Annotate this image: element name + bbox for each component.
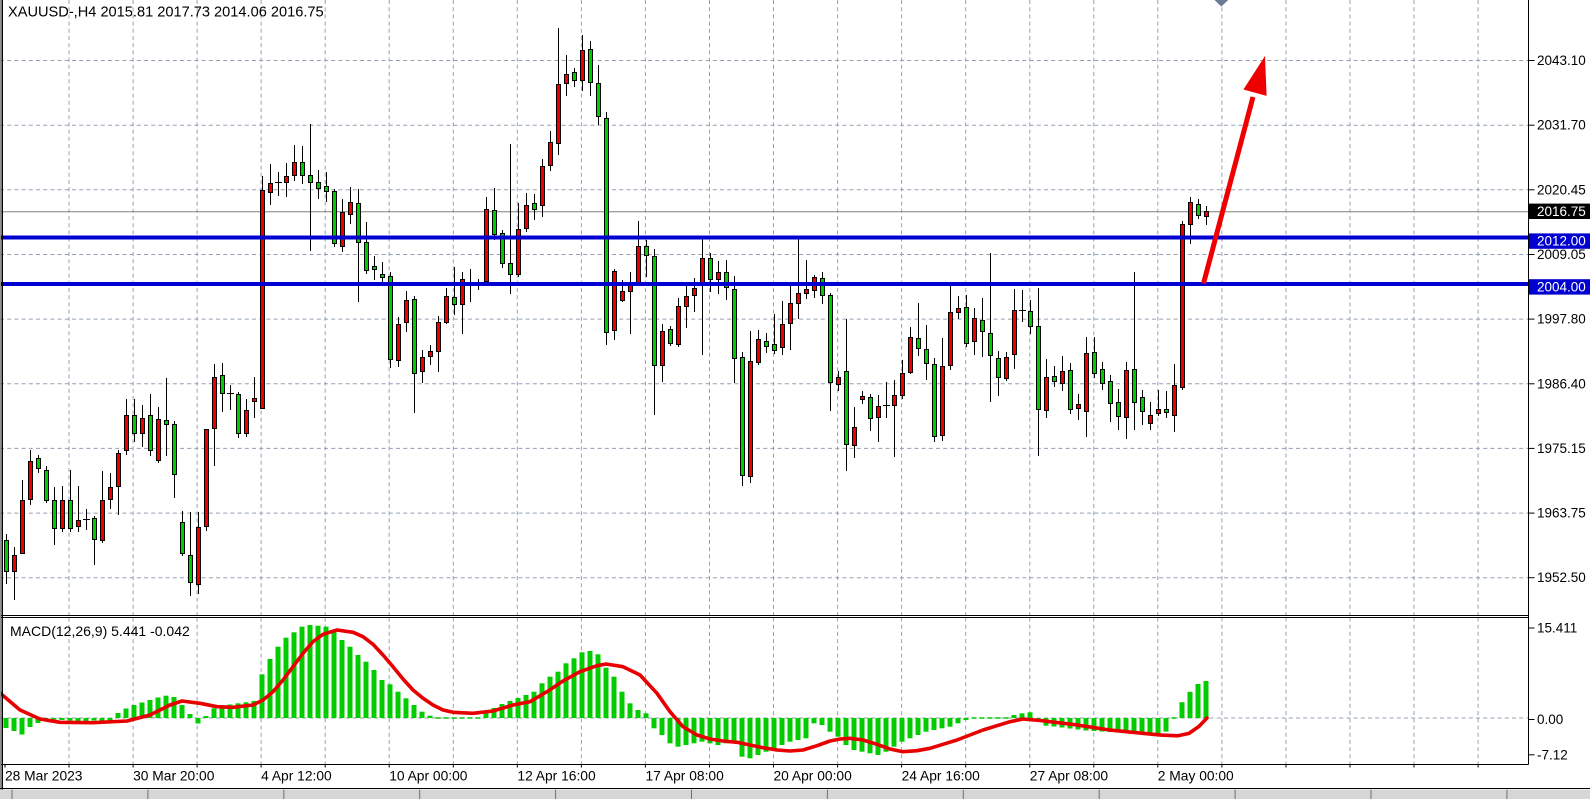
svg-text:4 Apr 12:00: 4 Apr 12:00: [261, 769, 332, 784]
svg-text:0.00: 0.00: [1537, 712, 1563, 727]
svg-text:12 Apr 16:00: 12 Apr 16:00: [517, 769, 596, 784]
svg-text:2016.75: 2016.75: [1537, 204, 1586, 219]
svg-text:2020.45: 2020.45: [1537, 182, 1586, 197]
svg-text:2004.00: 2004.00: [1537, 279, 1586, 294]
svg-text:2009.05: 2009.05: [1537, 247, 1586, 262]
svg-text:17 Apr 08:00: 17 Apr 08:00: [646, 769, 725, 784]
svg-text:24 Apr 16:00: 24 Apr 16:00: [902, 769, 981, 784]
svg-text:MACD(12,26,9) 5.441 -0.042: MACD(12,26,9) 5.441 -0.042: [10, 623, 190, 639]
svg-text:1986.40: 1986.40: [1537, 376, 1586, 391]
svg-text:30 Mar 20:00: 30 Mar 20:00: [133, 769, 215, 784]
svg-text:2 May 00:00: 2 May 00:00: [1158, 769, 1234, 784]
svg-text:2031.70: 2031.70: [1537, 118, 1586, 133]
svg-text:XAUUSD-,H4 2015.81 2017.73 20: XAUUSD-,H4 2015.81 2017.73 2014.06 2016.…: [8, 5, 324, 21]
svg-text:-7.12: -7.12: [1537, 747, 1568, 762]
svg-text:15.411: 15.411: [1537, 621, 1577, 636]
svg-text:1997.80: 1997.80: [1537, 312, 1586, 327]
svg-text:20 Apr 00:00: 20 Apr 00:00: [774, 769, 853, 784]
svg-text:1952.50: 1952.50: [1537, 570, 1586, 585]
svg-text:27 Apr 08:00: 27 Apr 08:00: [1030, 769, 1109, 784]
svg-text:28 Mar 2023: 28 Mar 2023: [5, 769, 83, 784]
svg-text:1975.15: 1975.15: [1537, 441, 1586, 456]
svg-text:2043.10: 2043.10: [1537, 53, 1586, 68]
svg-text:1963.75: 1963.75: [1537, 506, 1586, 521]
svg-text:10 Apr 00:00: 10 Apr 00:00: [389, 769, 468, 784]
svg-text:2012.00: 2012.00: [1537, 234, 1586, 249]
